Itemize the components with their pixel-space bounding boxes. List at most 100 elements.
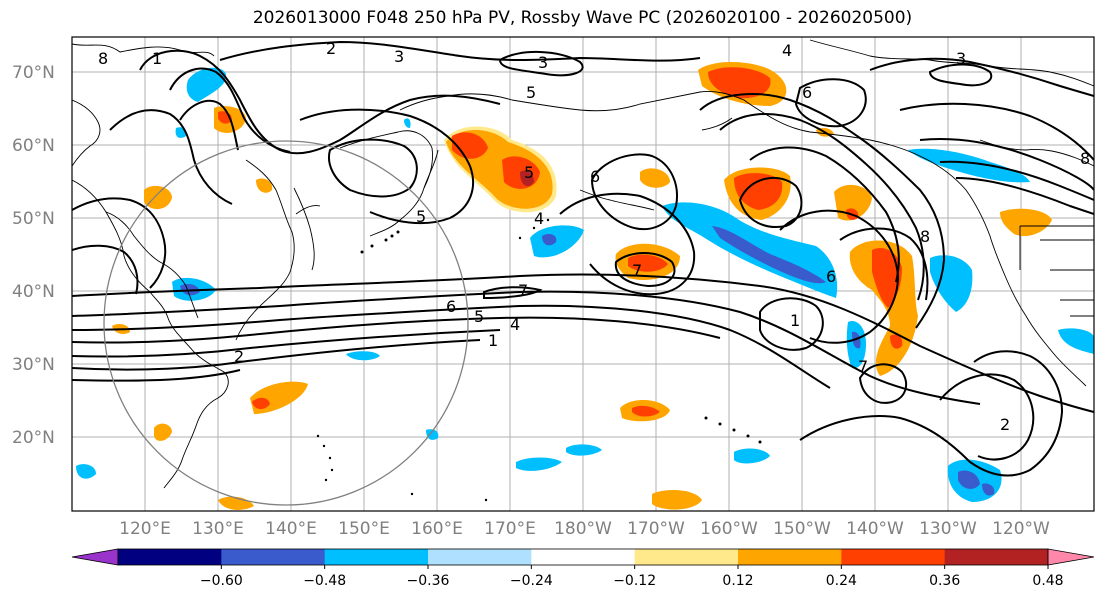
contour-label: 7 bbox=[632, 261, 642, 280]
lon-label: 140°E bbox=[265, 519, 317, 539]
colorbar-tick-label: 0.36 bbox=[929, 573, 960, 589]
anomaly-positive-red bbox=[628, 254, 668, 272]
colorbar-arrow-high bbox=[1047, 548, 1095, 566]
anomaly-negative-dark bbox=[542, 234, 557, 246]
contour-label: 7 bbox=[518, 281, 528, 300]
lat-label: 20°N bbox=[12, 428, 55, 448]
anomaly-positive-red bbox=[252, 397, 270, 410]
lon-label: 180°W bbox=[554, 519, 612, 539]
contour-label: 6 bbox=[826, 267, 836, 286]
colorbar-segment bbox=[428, 549, 532, 565]
anomaly-negative bbox=[516, 457, 562, 471]
contour-label: 5 bbox=[474, 307, 484, 326]
anomaly-positive bbox=[144, 185, 172, 210]
contour-label: 5 bbox=[416, 207, 426, 226]
colorbar-tick-label: −0.36 bbox=[407, 573, 450, 589]
contour-label: 8 bbox=[98, 49, 108, 68]
anomaly-positive-red bbox=[890, 334, 903, 349]
contour-label: 2 bbox=[326, 39, 336, 58]
colorbar-tick-label: −0.60 bbox=[200, 573, 243, 589]
anomaly-negative-dark bbox=[712, 226, 826, 284]
colorbar-segment bbox=[118, 549, 222, 565]
colorbar-tick-label: 0.24 bbox=[826, 573, 857, 589]
contour-label: 1 bbox=[152, 49, 162, 68]
colorbar-arrow-low bbox=[71, 548, 119, 566]
contour-label: 1 bbox=[790, 311, 800, 330]
coastlines bbox=[72, 39, 1094, 489]
lat-label: 30°N bbox=[12, 355, 55, 375]
anomaly-positive bbox=[640, 168, 670, 188]
colorbar-segment bbox=[531, 549, 636, 565]
anomaly-negative bbox=[908, 148, 1030, 183]
lon-label: 120°E bbox=[119, 519, 171, 539]
lon-label: 170°E bbox=[484, 519, 536, 539]
anomaly-positive bbox=[154, 423, 172, 441]
contour-label: 4 bbox=[534, 209, 544, 228]
anomaly-negative bbox=[76, 464, 96, 479]
lon-label: 120°W bbox=[992, 519, 1050, 539]
colorbar-segment bbox=[634, 549, 739, 565]
lon-label: 130°W bbox=[919, 519, 977, 539]
map-border bbox=[71, 36, 1095, 512]
contour-label: 4 bbox=[510, 315, 520, 334]
anomaly-positive-red bbox=[632, 405, 660, 417]
anomaly-positive bbox=[652, 490, 702, 510]
anomaly-negative bbox=[530, 225, 584, 258]
lat-label: 70°N bbox=[12, 63, 55, 83]
region-circle bbox=[103, 140, 469, 506]
anomaly-negative bbox=[566, 444, 602, 456]
anomaly-negative bbox=[346, 351, 380, 361]
pv-contours bbox=[72, 40, 1094, 477]
lon-label: 150°E bbox=[338, 519, 390, 539]
anomaly-positive-red bbox=[872, 248, 902, 308]
colorbar-segment bbox=[324, 549, 429, 565]
colorbar-tick-label: 0.12 bbox=[722, 573, 753, 589]
lon-label: 140°W bbox=[846, 519, 904, 539]
anomaly-negative-dark bbox=[982, 483, 995, 496]
contour-label: 1 bbox=[488, 331, 498, 350]
contour-label: 6 bbox=[446, 297, 456, 316]
lon-label: 170°W bbox=[627, 519, 685, 539]
colorbar: −0.60 −0.48 −0.36 −0.24 −0.12 0.12 0.24 0.36 0.4… bbox=[71, 548, 1095, 589]
anomaly-negative-dark bbox=[958, 470, 980, 489]
contour-label: 4 bbox=[782, 41, 792, 60]
anomaly-negative bbox=[930, 255, 973, 312]
contour-label: 7 bbox=[858, 357, 868, 376]
contour-label: 2 bbox=[1000, 415, 1010, 434]
anomaly-negative bbox=[404, 118, 411, 128]
pc-anomaly-fills bbox=[76, 61, 1094, 510]
islands bbox=[316, 218, 762, 502]
contour-label: 2 bbox=[234, 347, 244, 366]
anomaly-positive-red bbox=[734, 173, 783, 210]
colorbar-tick-label: −0.24 bbox=[510, 573, 553, 589]
contour-labels: 2 3 3 4 3 5 6 5 5 4 6 7 6 5 4 1 1 2 6 8 … bbox=[98, 39, 1090, 434]
colorbar-tick-label: 0.48 bbox=[1032, 573, 1063, 589]
lon-label: 150°W bbox=[773, 519, 831, 539]
anomaly-positive bbox=[1000, 208, 1052, 237]
lon-label: 160°W bbox=[700, 519, 758, 539]
gridlines bbox=[72, 37, 1094, 511]
contour-label: 3 bbox=[538, 53, 548, 72]
lon-label: 160°E bbox=[411, 519, 463, 539]
colorbar-tick-label: −0.12 bbox=[613, 573, 656, 589]
contour-label: 5 bbox=[526, 83, 536, 102]
contour-label: 8 bbox=[920, 227, 930, 246]
lat-label: 60°N bbox=[12, 136, 55, 156]
anomaly-positive-red bbox=[708, 67, 771, 99]
contour-label: 3 bbox=[956, 49, 966, 68]
anomaly-positive-dark bbox=[520, 170, 534, 187]
contour-label: 5 bbox=[524, 163, 534, 182]
lat-label: 40°N bbox=[12, 282, 55, 302]
anomaly-negative bbox=[186, 67, 227, 102]
anomaly-positive bbox=[256, 178, 273, 193]
contour-label: 6 bbox=[590, 167, 600, 186]
lat-label: 50°N bbox=[12, 209, 55, 229]
contour-label: 8 bbox=[1080, 149, 1090, 168]
colorbar-segment bbox=[841, 549, 946, 565]
colorbar-segment bbox=[738, 549, 842, 565]
lat-labels: 70°N 60°N 50°N 40°N 30°N 20°N bbox=[12, 63, 55, 448]
anomaly-negative bbox=[734, 448, 770, 464]
lon-labels: 120°E 130°E 140°E 150°E 160°E 170°E 180°… bbox=[119, 519, 1050, 539]
anomaly-negative bbox=[426, 429, 439, 440]
